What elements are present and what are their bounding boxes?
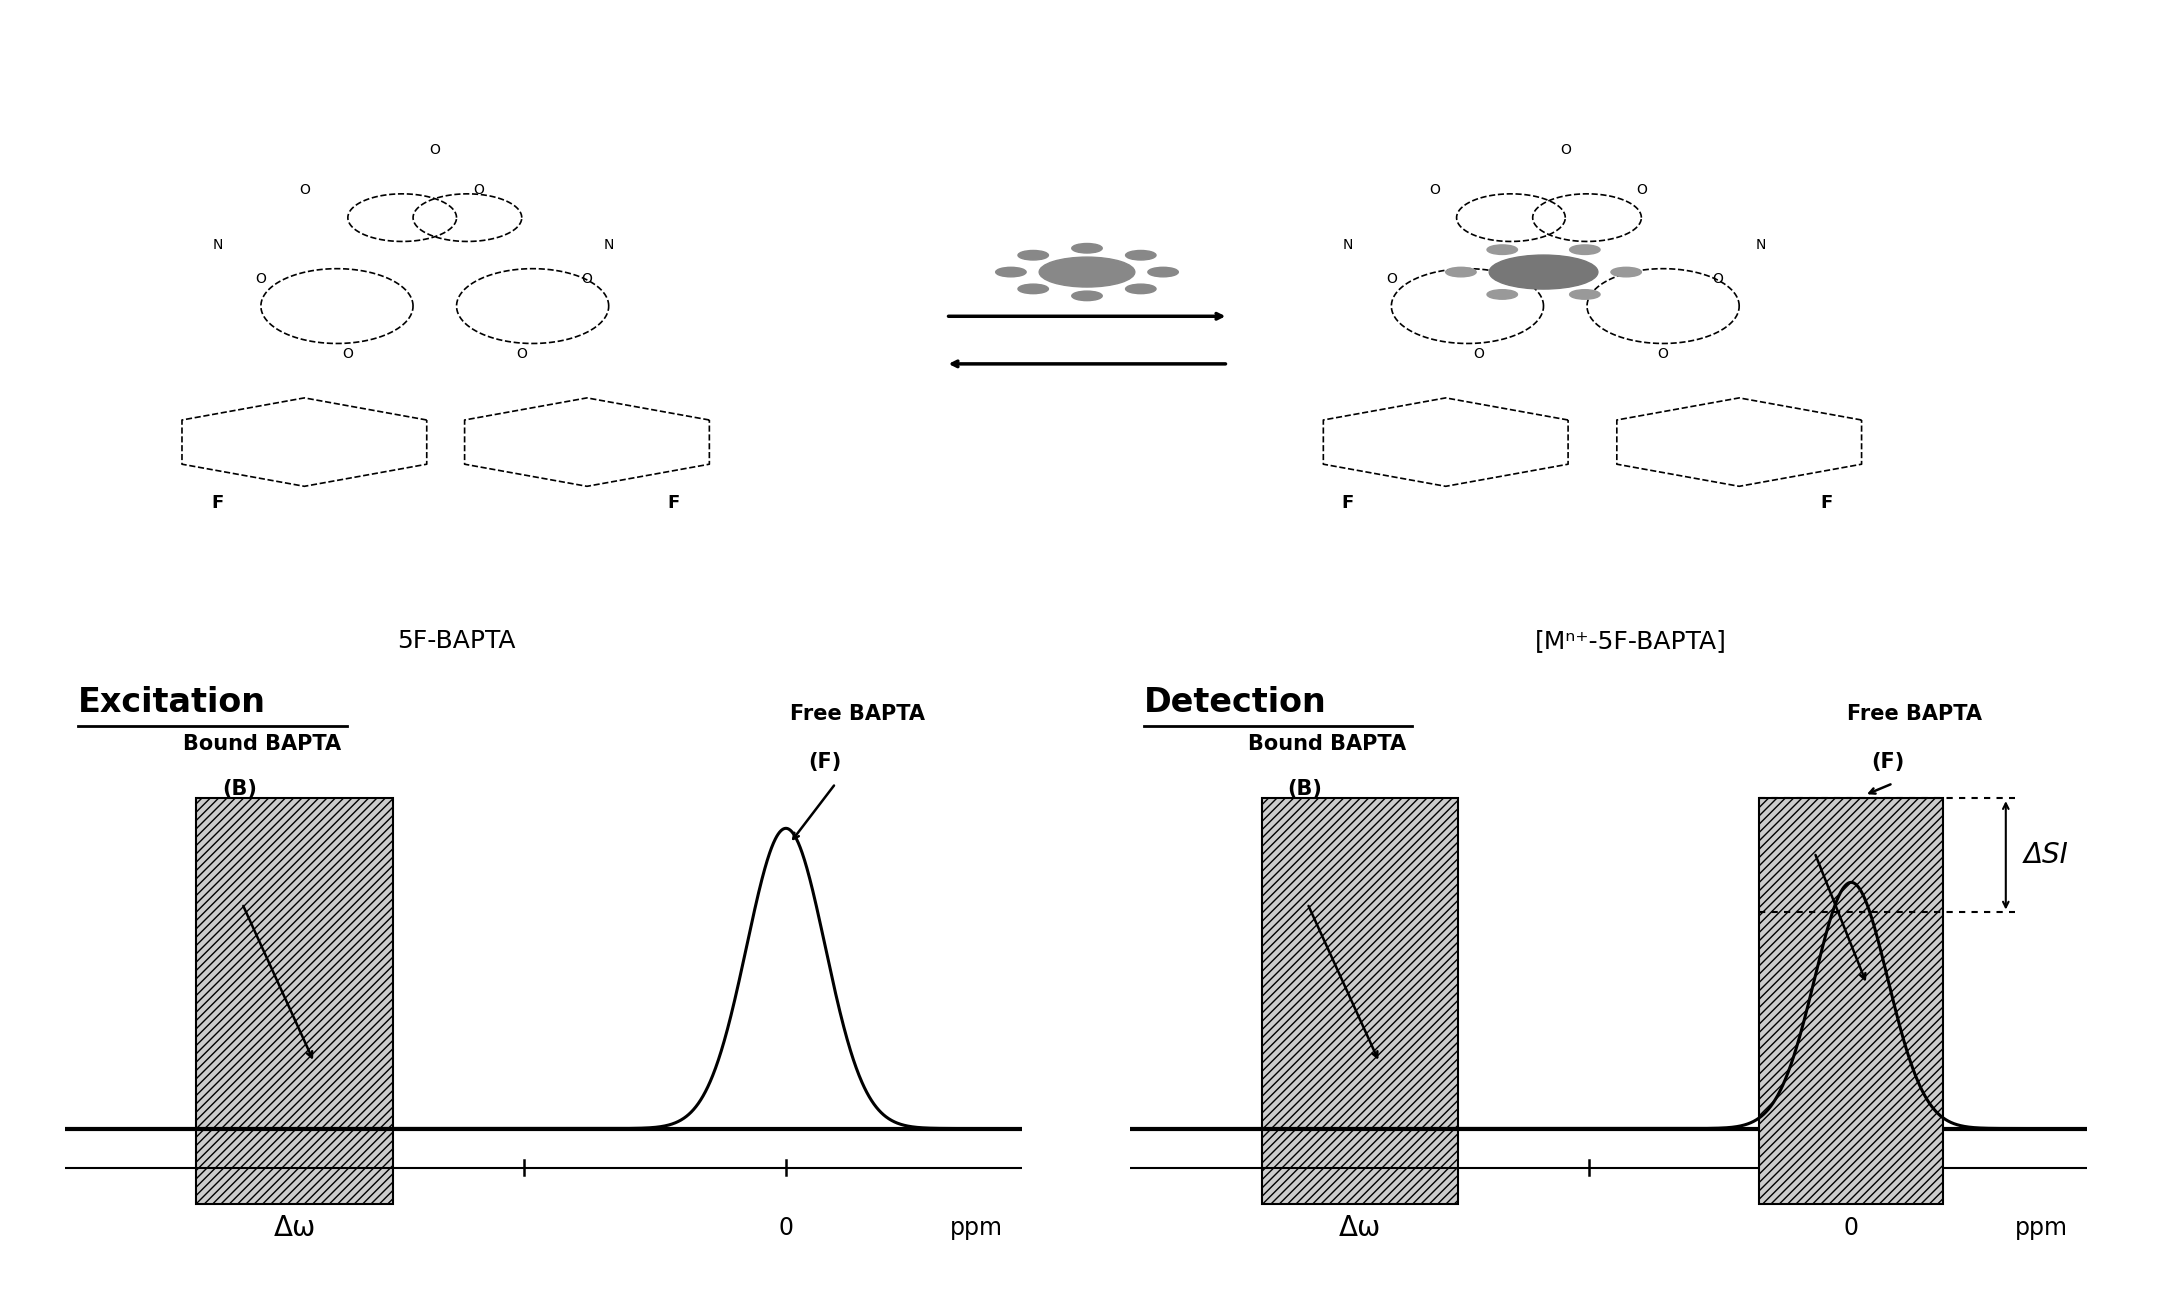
Bar [1759, 798, 1944, 1203]
Text: O: O [515, 347, 528, 361]
Text: 5F-BAPTA: 5F-BAPTA [398, 629, 515, 653]
Text: F: F [1820, 494, 1833, 513]
Circle shape [1017, 284, 1048, 294]
Text: N: N [213, 238, 222, 252]
Text: (B): (B) [222, 780, 257, 799]
Text: Free BAPTA: Free BAPTA [1846, 704, 1981, 725]
Text: (B): (B) [1287, 780, 1322, 799]
Text: Detection: Detection [1144, 685, 1326, 718]
Text: 0: 0 [1844, 1215, 1859, 1240]
Bar [1261, 798, 1459, 1203]
Text: N: N [1757, 238, 1765, 252]
Text: Δω: Δω [1339, 1214, 1380, 1241]
Circle shape [1487, 289, 1517, 300]
Circle shape [1126, 250, 1157, 260]
Text: F: F [667, 494, 680, 513]
Text: O: O [1635, 183, 1648, 198]
Text: O: O [1428, 183, 1441, 198]
Circle shape [1039, 258, 1135, 286]
Text: (F): (F) [809, 752, 841, 772]
Circle shape [1570, 245, 1600, 255]
Text: Δω: Δω [274, 1214, 315, 1241]
Text: ppm: ppm [950, 1215, 1002, 1240]
Circle shape [1072, 292, 1102, 301]
Text: ΔSI: ΔSI [2024, 841, 2070, 870]
Text: O: O [298, 183, 311, 198]
Circle shape [996, 267, 1026, 277]
Text: O: O [1472, 347, 1485, 361]
Circle shape [1487, 245, 1517, 255]
Text: O: O [472, 183, 485, 198]
Bar [196, 798, 393, 1203]
Text: O: O [254, 272, 267, 286]
Text: 0: 0 [778, 1215, 794, 1240]
Text: Bound BAPTA: Bound BAPTA [183, 734, 341, 755]
Text: O: O [341, 347, 354, 361]
Text: N: N [604, 238, 613, 252]
Text: O: O [428, 143, 441, 157]
Text: O: O [1657, 347, 1670, 361]
Circle shape [1489, 255, 1598, 289]
Circle shape [1570, 289, 1600, 300]
Circle shape [1446, 267, 1476, 277]
Text: N: N [1344, 238, 1352, 252]
Circle shape [1126, 284, 1157, 294]
Text: Excitation: Excitation [78, 685, 267, 718]
Text: ppm: ppm [2015, 1215, 2067, 1240]
Circle shape [1148, 267, 1178, 277]
Circle shape [1611, 267, 1641, 277]
Text: O: O [580, 272, 594, 286]
Text: Free BAPTA: Free BAPTA [791, 704, 926, 725]
Text: O: O [1711, 272, 1724, 286]
Text: O: O [1559, 143, 1572, 157]
Text: F: F [211, 494, 224, 513]
Text: Bound BAPTA: Bound BAPTA [1248, 734, 1407, 755]
Text: [Mⁿ⁺-5F-BAPTA]: [Mⁿ⁺-5F-BAPTA] [1535, 629, 1726, 653]
Text: (F): (F) [1872, 752, 1904, 772]
Circle shape [1017, 250, 1048, 260]
Circle shape [1072, 243, 1102, 252]
Text: O: O [1385, 272, 1398, 286]
Text: F: F [1341, 494, 1354, 513]
